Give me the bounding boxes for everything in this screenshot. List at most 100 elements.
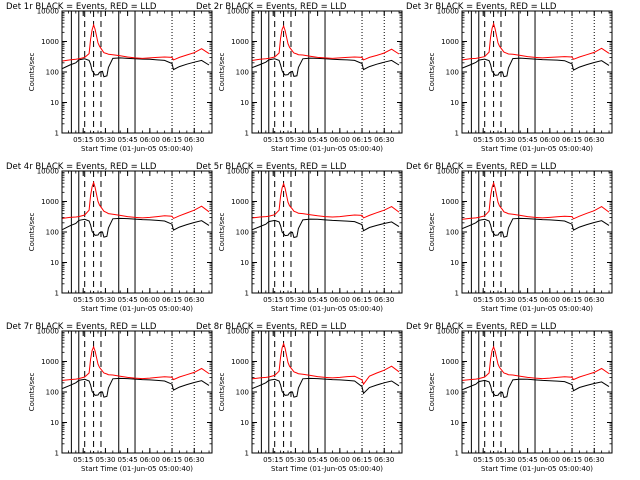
series-line-lld (252, 342, 400, 386)
chart-panel-2: Det 2r BLACK = Events, RED = LLD 1 10 100 10… (196, 2, 403, 153)
x-tick-label: 06:30 (184, 136, 204, 144)
x-tick-label: 05:45 (308, 456, 328, 464)
x-tick-label: 06:00 (540, 136, 560, 144)
y-axis-label: Counts/sec (28, 213, 36, 252)
series-line-events (462, 378, 610, 399)
y-tick-label: 1 (455, 290, 459, 298)
x-axis-label: Start Time (01-Jun-05 05:00:40) (81, 305, 193, 313)
y-tick-label: 10 (50, 419, 59, 427)
x-tick-label: 05:15 (263, 456, 283, 464)
series-line-lld (462, 345, 610, 381)
x-tick-label: 06:15 (162, 296, 182, 304)
x-tick-label: 05:15 (473, 136, 493, 144)
y-axis-label: Counts/sec (428, 53, 436, 92)
series-line-events (462, 57, 610, 78)
y-tick-label: 100 (236, 229, 249, 237)
x-tick-label: 05:30 (495, 296, 515, 304)
x-tick-label: 06:00 (140, 136, 160, 144)
x-tick-label: 06:15 (562, 456, 582, 464)
x-tick-label: 06:00 (540, 296, 560, 304)
x-tick-label: 05:30 (285, 456, 305, 464)
x-tick-label: 05:15 (473, 456, 493, 464)
chart-title: Det 6r BLACK = Events, RED = LLD (406, 162, 557, 172)
y-tick-label: 100 (46, 389, 59, 397)
y-tick-label: 100 (446, 229, 459, 237)
y-tick-label: 100 (46, 229, 59, 237)
chart-title: Det 4r BLACK = Events, RED = LLD (6, 162, 157, 172)
y-tick-label: 1 (455, 130, 459, 138)
series-line-events (62, 217, 210, 238)
chart-title: Det 5r BLACK = Events, RED = LLD (196, 162, 347, 172)
y-tick-label: 10000 (227, 8, 249, 16)
y-tick-label: 10 (240, 259, 249, 267)
series-line-events (462, 217, 610, 238)
x-tick-label: 05:15 (73, 296, 93, 304)
y-tick-label: 10000 (227, 328, 249, 336)
y-axis-label: Counts/sec (28, 53, 36, 92)
y-tick-label: 1000 (441, 198, 459, 206)
chart-panel-8: Det 8r BLACK = Events, RED = LLD 1 10 100 10… (196, 322, 403, 473)
chart-panel-4: Det 4r BLACK = Events, RED = LLD 1 10 100 10… (6, 162, 213, 313)
chart-title: Det 1r BLACK = Events, RED = LLD (6, 2, 157, 12)
y-tick-label: 1000 (41, 38, 59, 46)
y-tick-label: 100 (446, 389, 459, 397)
series-line-lld (252, 24, 400, 61)
y-tick-label: 10000 (37, 328, 59, 336)
x-tick-label: 06:15 (352, 136, 372, 144)
y-tick-label: 10 (450, 419, 459, 427)
chart-title: Det 2r BLACK = Events, RED = LLD (196, 2, 347, 12)
x-axis-label: Start Time (01-Jun-05 05:00:40) (271, 465, 383, 473)
x-tick-label: 05:45 (518, 296, 538, 304)
x-tick-label: 05:45 (518, 456, 538, 464)
x-tick-label: 06:00 (330, 136, 350, 144)
x-tick-label: 05:45 (518, 136, 538, 144)
y-axis-label: Counts/sec (218, 53, 226, 92)
x-tick-label: 06:30 (584, 136, 604, 144)
chart-title: Det 9r BLACK = Events, RED = LLD (406, 322, 557, 332)
x-axis-label: Start Time (01-Jun-05 05:00:40) (271, 305, 383, 313)
y-tick-label: 10 (50, 259, 59, 267)
x-tick-label: 06:15 (162, 456, 182, 464)
x-tick-label: 06:30 (184, 456, 204, 464)
y-tick-label: 1 (55, 130, 59, 138)
x-axis-label: Start Time (01-Jun-05 05:00:40) (481, 145, 593, 153)
y-tick-label: 1000 (441, 38, 459, 46)
y-tick-label: 10 (240, 99, 249, 107)
y-tick-label: 10 (50, 99, 59, 107)
x-tick-label: 05:30 (95, 136, 115, 144)
series-line-lld (62, 23, 210, 62)
x-tick-label: 06:15 (352, 296, 372, 304)
y-tick-label: 1 (55, 290, 59, 298)
y-tick-label: 10000 (437, 168, 459, 176)
x-axis-label: Start Time (01-Jun-05 05:00:40) (481, 305, 593, 313)
x-tick-label: 06:30 (374, 136, 394, 144)
x-tick-label: 05:30 (285, 136, 305, 144)
x-tick-label: 06:30 (584, 296, 604, 304)
x-tick-label: 05:30 (495, 136, 515, 144)
series-line-events (252, 218, 400, 239)
series-line-events (252, 377, 400, 398)
chart-panel-7: Det 7r BLACK = Events, RED = LLD 1 10 100 10… (6, 322, 213, 473)
x-tick-label: 05:30 (95, 456, 115, 464)
x-tick-label: 05:15 (73, 456, 93, 464)
series-line-lld (62, 345, 210, 381)
x-tick-label: 06:00 (540, 456, 560, 464)
y-tick-label: 10000 (437, 8, 459, 16)
chart-panel-3: Det 3r BLACK = Events, RED = LLD 1 10 100 10… (406, 2, 613, 153)
x-tick-label: 05:15 (263, 136, 283, 144)
y-axis-label: Counts/sec (218, 373, 226, 412)
chart-panel-9: Det 9r BLACK = Events, RED = LLD 1 10 100 10… (406, 322, 613, 473)
y-tick-label: 1 (245, 130, 249, 138)
x-tick-label: 06:15 (562, 136, 582, 144)
x-tick-label: 05:15 (73, 136, 93, 144)
x-tick-label: 06:30 (184, 296, 204, 304)
x-tick-label: 06:00 (140, 296, 160, 304)
y-tick-label: 1 (245, 450, 249, 458)
y-tick-label: 1 (455, 450, 459, 458)
y-axis-label: Counts/sec (218, 213, 226, 252)
y-tick-label: 10 (450, 99, 459, 107)
y-tick-label: 10000 (227, 168, 249, 176)
x-tick-label: 05:45 (118, 296, 138, 304)
y-tick-label: 10000 (437, 328, 459, 336)
x-axis-label: Start Time (01-Jun-05 05:00:40) (481, 465, 593, 473)
